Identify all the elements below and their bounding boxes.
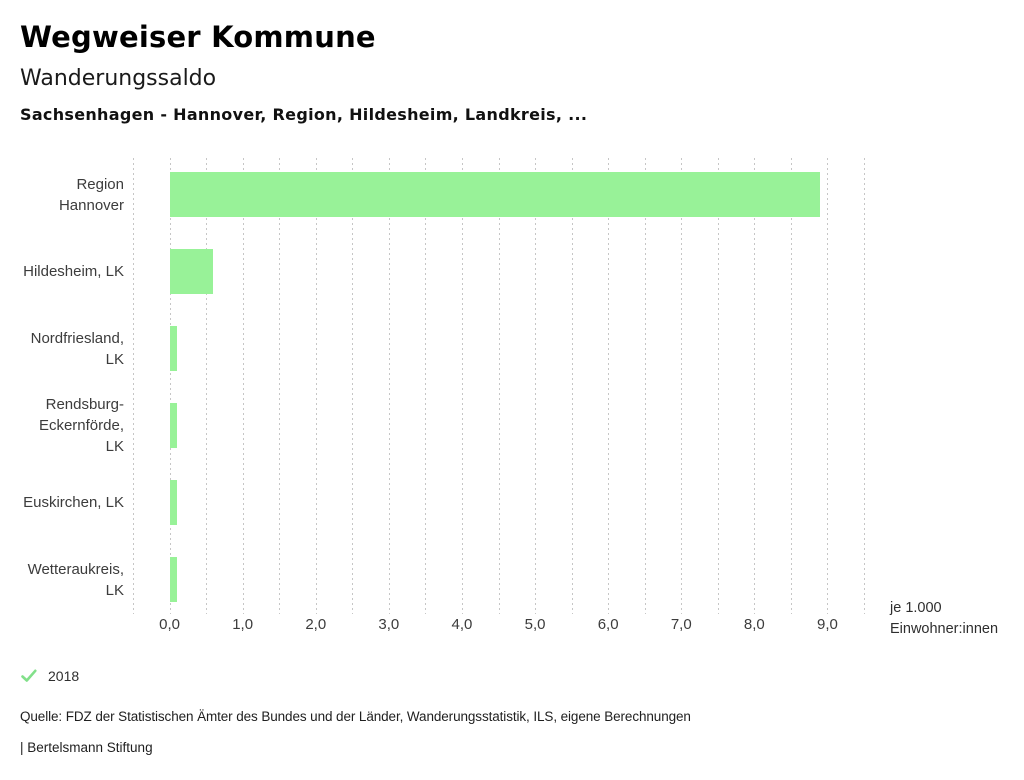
- bar-3[interactable]: [169, 326, 177, 371]
- source-note: Quelle: FDZ der Statistischen Ämter des …: [20, 709, 691, 724]
- app-title: Wegweiser Kommune: [20, 20, 376, 54]
- x-tick-label: 6,0: [597, 616, 619, 633]
- category-label: Rendsburg- Eckernförde, LK: [38, 396, 124, 455]
- gridline: [425, 158, 427, 614]
- category-axis: Region Hannover Hildesheim, LK Nordfrieslan…: [0, 156, 124, 618]
- gridline: [388, 158, 390, 614]
- bar-2[interactable]: [169, 249, 214, 294]
- gridline: [498, 158, 500, 614]
- gridline: [535, 158, 537, 614]
- category-label: Nordfriesland, LK: [30, 329, 124, 368]
- gridline: [790, 158, 792, 614]
- gridline: [827, 158, 829, 614]
- bar-5[interactable]: [169, 480, 177, 525]
- bar-1[interactable]: [169, 172, 821, 217]
- x-tick-label: 3,0: [378, 616, 400, 633]
- gridline: [571, 158, 573, 614]
- gridline: [717, 158, 719, 614]
- gridline: [754, 158, 756, 614]
- category-label: Region Hannover: [58, 175, 124, 214]
- x-tick-label: 7,0: [670, 616, 692, 633]
- plot-area: [133, 156, 865, 614]
- x-axis-title-line2: Einwohner:innen: [890, 621, 999, 637]
- bar-6[interactable]: [169, 557, 177, 602]
- category-label: Hildesheim, LK: [23, 263, 124, 280]
- x-tick-label: 0,0: [159, 616, 180, 633]
- gridline: [681, 158, 683, 614]
- attribution: | Bertelsmann Stiftung: [20, 740, 153, 755]
- gridline: [644, 158, 646, 614]
- chart-title: Wanderungssaldo: [20, 66, 217, 91]
- chart-context-line: Sachsenhagen - Hannover, Region, Hildesh…: [20, 105, 588, 124]
- x-axis-title-line1: je 1.000: [890, 600, 942, 616]
- x-tick-label: 2,0: [305, 616, 327, 633]
- gridline: [133, 158, 134, 614]
- x-axis-title: je 1.000 Einwohner:innen: [890, 598, 998, 640]
- x-tick-label: 8,0: [743, 616, 765, 633]
- x-tick-label: 5,0: [524, 616, 546, 633]
- check-icon: [21, 669, 37, 682]
- gridline: [352, 158, 354, 614]
- gridline: [315, 158, 317, 614]
- gridline: [864, 158, 865, 614]
- gridline: [242, 158, 244, 614]
- gridline: [608, 158, 610, 614]
- gridline: [461, 158, 463, 614]
- legend-label[interactable]: 2018: [48, 668, 80, 684]
- bar-4[interactable]: [169, 403, 177, 448]
- x-tick-label: 4,0: [451, 616, 473, 633]
- gridline: [206, 158, 208, 614]
- gridline: [279, 158, 281, 614]
- x-axis: 0,0 1,0 2,0 3,0 4,0 5,0 6,0 7,0 8,0 9,0: [133, 616, 864, 636]
- category-label: Euskirchen, LK: [23, 494, 124, 511]
- category-label: Wetteraukreis, LK: [27, 560, 124, 599]
- gridline: [169, 158, 171, 614]
- x-tick-label: 9,0: [817, 616, 838, 633]
- legend[interactable]: 2018: [21, 668, 79, 684]
- x-tick-label: 1,0: [232, 616, 254, 633]
